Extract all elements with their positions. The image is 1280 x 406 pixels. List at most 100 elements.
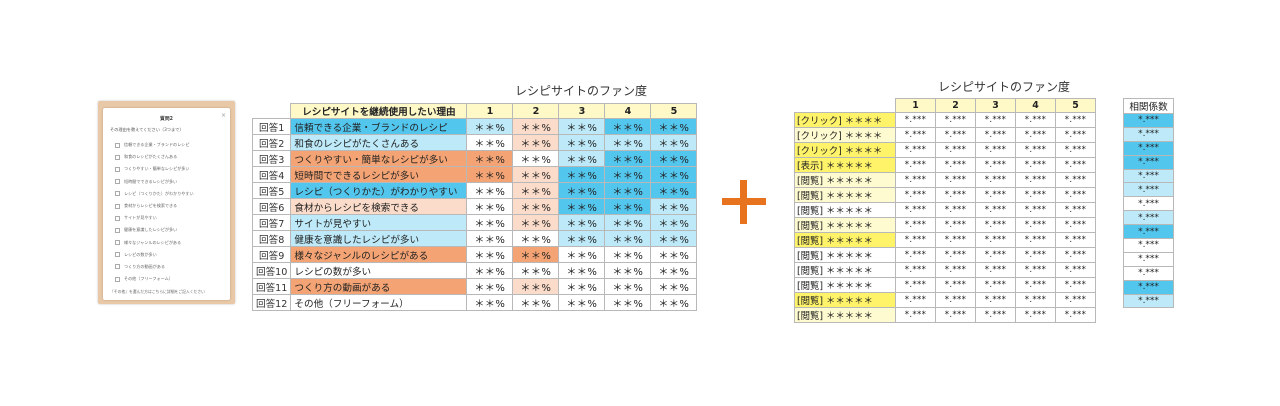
value-cell: ＊＊% (604, 246, 652, 264)
value-cell: *.*** (895, 186, 936, 203)
checkbox-icon[interactable] (115, 203, 120, 209)
correlation-cell: *.*** (1123, 140, 1174, 156)
value-cell: ＊＊% (558, 262, 606, 280)
value-cell: *.*** (975, 276, 1016, 293)
checkbox-icon[interactable] (115, 142, 120, 148)
reason-cell: 短時間でできるレシピが多い (290, 166, 468, 184)
checkbox-icon[interactable] (115, 191, 120, 197)
fan-level-header: 4 (604, 102, 652, 120)
checkbox-icon[interactable] (115, 240, 120, 246)
row-label: 回答10 (251, 262, 292, 280)
value-cell: *.*** (1015, 246, 1056, 263)
checkbox-icon[interactable] (115, 264, 120, 270)
survey-option[interactable]: サイトが見やすい (115, 212, 194, 224)
table-row: 回答11 つくり方の動画がある ＊＊% ＊＊% ＊＊% ＊＊% ＊＊% (251, 278, 698, 296)
survey-option[interactable]: レシピ（つくりかた）がわかりやすい (115, 188, 194, 200)
fan-level-header: 1 (466, 102, 514, 120)
behavior-label: [閲覧] ＊＊＊＊＊ (794, 171, 896, 188)
checkbox-icon[interactable] (115, 215, 120, 221)
survey-card: 質問2 × その理由を教えてください（3つまで） 信頼できる企業・ブランドのレシ… (103, 108, 230, 300)
row-label: 回答11 (251, 278, 292, 296)
table-row: *.*** (1123, 196, 1174, 212)
value-cell: ＊＊% (558, 214, 606, 232)
table-row: *.*** (1123, 210, 1174, 226)
survey-option[interactable]: 信頼できる企業・ブランドのレシピ (115, 139, 194, 151)
value-cell: ＊＊% (604, 166, 652, 184)
behavior-label: [クリック] ＊＊＊＊ (794, 111, 896, 128)
value-cell: *.*** (935, 291, 976, 308)
reasons-table-title: レシピサイトのファン度 (515, 84, 648, 98)
reason-cell: レシピの数が多い (290, 262, 468, 280)
reason-cell: 信頼できる企業・ブランドのレシピ (290, 118, 468, 136)
reason-cell: つくりやすい・簡単なレシピが多い (290, 150, 468, 168)
value-cell: ＊＊% (558, 230, 606, 248)
value-cell: ＊＊% (558, 182, 606, 200)
checkbox-icon[interactable] (115, 227, 120, 233)
checkbox-icon[interactable] (115, 166, 120, 172)
behavior-label: [閲覧] ＊＊＊＊＊ (794, 246, 896, 263)
correlation-cell: *.*** (1123, 251, 1174, 267)
value-cell: *.*** (935, 216, 976, 233)
value-cell: *.*** (1055, 126, 1096, 143)
value-cell: ＊＊% (512, 230, 560, 248)
value-cell: *.*** (975, 126, 1016, 143)
value-cell: *.*** (895, 246, 936, 263)
value-cell: *.*** (975, 231, 1016, 248)
survey-option[interactable]: 和食のレシピがたくさんある (115, 151, 194, 163)
survey-popup-thumbnail: 質問2 × その理由を教えてください（3つまで） 信頼できる企業・ブランドのレシ… (98, 101, 235, 304)
value-cell: *.*** (895, 171, 936, 188)
survey-option[interactable]: 健康を意識したレシピが多い (115, 224, 194, 236)
value-cell: ＊＊% (466, 278, 514, 296)
survey-option-label: サイトが見やすい (124, 215, 157, 221)
checkbox-icon[interactable] (115, 154, 120, 160)
value-cell: *.*** (935, 261, 976, 278)
survey-option[interactable]: つくり方の動画がある (115, 261, 194, 273)
table-row: *.*** (1123, 251, 1174, 267)
value-cell: ＊＊% (512, 198, 560, 216)
table-row: *.*** (1123, 238, 1174, 253)
value-cell: *.*** (1055, 156, 1096, 173)
value-cell: *.*** (1015, 186, 1056, 203)
blank-corner (253, 104, 291, 119)
plus-icon (722, 180, 766, 224)
value-cell: ＊＊% (604, 182, 652, 200)
table-row: *.*** (1123, 293, 1174, 309)
value-cell: ＊＊% (604, 214, 652, 232)
survey-option[interactable]: 食材からレシピを検索できる (115, 200, 194, 212)
close-icon[interactable]: × (220, 112, 226, 119)
survey-option[interactable]: つくりやすい・簡単なレシピが多い (115, 163, 194, 175)
behavior-label: [クリック] ＊＊＊＊ (794, 126, 896, 143)
survey-option-label: 和食のレシピがたくさんある (124, 154, 178, 160)
clicks-table-title: レシピサイトのファン度 (938, 80, 1071, 94)
checkbox-icon[interactable] (115, 252, 120, 258)
survey-option-label: 信頼できる企業・ブランドのレシピ (124, 142, 190, 148)
fan-level-header: 4 (1015, 98, 1056, 113)
row-label: 回答6 (251, 198, 292, 216)
value-cell: *.*** (935, 306, 976, 323)
table-row: [閲覧] ＊＊＊＊＊ *.*** *.*** *.*** *.*** *.*** (794, 171, 1096, 188)
survey-option-label: 様々なジャンルのレシピがある (124, 239, 182, 245)
value-cell: *.*** (975, 156, 1016, 173)
table-row: 回答6 食材からレシピを検索できる ＊＊% ＊＊% ＊＊% ＊＊% ＊＊% (251, 198, 698, 216)
row-label: 回答2 (251, 134, 292, 152)
survey-option[interactable]: 様々なジャンルのレシピがある (115, 237, 194, 249)
reason-cell: その他（フリーフォーム） (290, 294, 468, 312)
survey-option[interactable]: 短時間でできるレシピが多い (115, 176, 194, 188)
survey-option[interactable]: その他（フリーフォーム） (115, 273, 194, 285)
table-row: *.*** (1123, 140, 1174, 156)
value-cell: *.*** (1055, 306, 1096, 323)
survey-option[interactable]: レシピの数が多い (115, 249, 194, 261)
table-row: [閲覧] ＊＊＊＊＊ *.*** *.*** *.*** *.*** *.*** (794, 201, 1096, 218)
value-cell: *.*** (1055, 246, 1096, 263)
checkbox-icon[interactable] (115, 179, 120, 185)
table-row: [表示] ＊＊＊＊＊ *.*** *.*** *.*** *.*** *.*** (794, 156, 1096, 173)
value-cell: ＊＊% (604, 278, 652, 296)
row-label: 回答1 (251, 118, 292, 136)
table-row: [閲覧] ＊＊＊＊＊ *.*** *.*** *.*** *.*** *.*** (794, 306, 1096, 323)
survey-question: その理由を教えてください（3つまで） (110, 127, 184, 132)
behavior-label: [閲覧] ＊＊＊＊＊ (794, 261, 896, 278)
checkbox-icon[interactable] (115, 276, 120, 282)
value-cell: ＊＊% (604, 262, 652, 280)
table-row: [閲覧] ＊＊＊＊＊ *.*** *.*** *.*** *.*** *.*** (794, 231, 1096, 248)
